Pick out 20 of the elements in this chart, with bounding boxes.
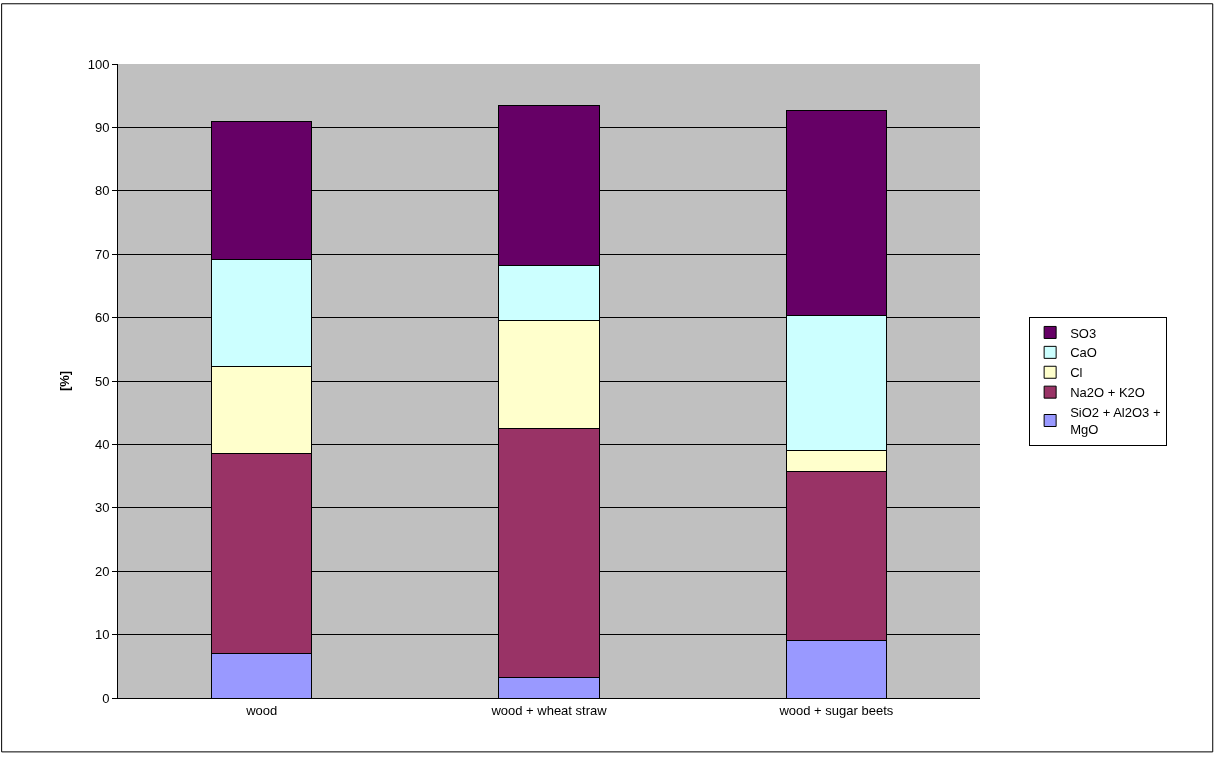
y-axis-title: [%]: [56, 370, 72, 392]
y-tick-label: 70: [94, 246, 110, 262]
y-tick-label: 80: [94, 183, 110, 199]
y-tick-label: 0: [102, 690, 110, 706]
y-tick-label: 10: [94, 627, 110, 643]
y-tick-label: 50: [94, 373, 110, 389]
legend-label: SiO2 + Al2O3 + MgO: [1070, 405, 1161, 438]
y-tick-label: 100: [87, 56, 110, 72]
legend-label: Na2O + K2O: [1070, 385, 1145, 401]
legend-label: CaO: [1070, 345, 1097, 361]
y-tick-label: 30: [94, 500, 110, 516]
y-tick-label: 90: [94, 119, 110, 135]
x-tick-label: wood: [245, 702, 278, 718]
legend-label: Cl: [1070, 365, 1083, 381]
y-tick-label: 20: [94, 563, 110, 579]
y-tick-label: 40: [94, 436, 110, 452]
x-tick-label: wood + sugar beets: [778, 702, 894, 718]
y-tick-label: 60: [94, 310, 110, 326]
x-tick-label: wood + wheat straw: [490, 702, 608, 718]
legend-label: SO3: [1070, 325, 1097, 341]
